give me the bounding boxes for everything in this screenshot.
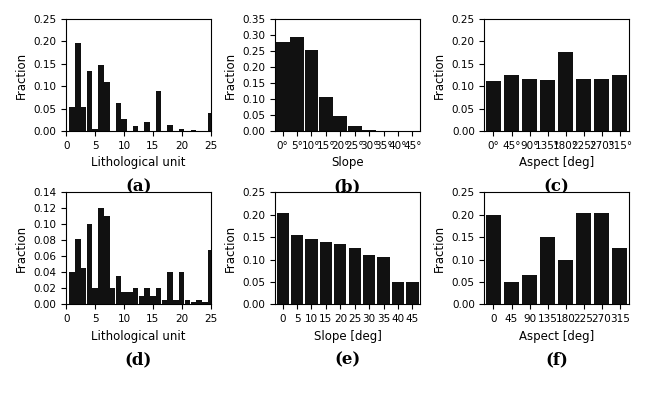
X-axis label: Lithological unit: Lithological unit (91, 330, 186, 343)
Bar (185, 300, 190, 304)
Bar (504, 282, 519, 304)
Bar (104, 216, 109, 304)
Bar (486, 215, 501, 304)
Bar (363, 255, 375, 304)
Text: (d): (d) (125, 352, 152, 368)
Bar (276, 42, 289, 131)
X-axis label: Slope [deg]: Slope [deg] (314, 330, 382, 343)
Bar (168, 125, 173, 131)
Bar (349, 249, 361, 304)
Bar (127, 292, 133, 304)
Bar (144, 122, 150, 131)
Bar (156, 288, 161, 304)
Bar (87, 71, 93, 131)
Bar (196, 300, 202, 304)
Bar (348, 126, 362, 131)
Bar (320, 242, 332, 304)
Text: (c): (c) (543, 178, 569, 195)
Bar (377, 257, 389, 304)
Bar (208, 113, 214, 131)
Bar (173, 300, 179, 304)
Bar (504, 75, 519, 131)
Bar (305, 239, 318, 304)
Bar (75, 239, 81, 304)
Text: (e): (e) (334, 352, 360, 368)
Text: (f): (f) (545, 352, 568, 368)
Bar (558, 260, 573, 304)
Bar (81, 269, 87, 304)
Bar (406, 282, 419, 304)
Bar (98, 65, 104, 131)
Bar (486, 81, 501, 131)
Bar (122, 292, 127, 304)
Bar (576, 213, 591, 304)
Bar (150, 296, 156, 304)
Bar (558, 52, 573, 131)
Bar (576, 79, 591, 131)
Text: (a): (a) (126, 178, 152, 195)
Bar (333, 116, 347, 131)
Bar (168, 273, 173, 304)
Bar (87, 224, 93, 304)
Bar (144, 288, 150, 304)
Bar (162, 300, 167, 304)
Bar (208, 250, 214, 304)
Bar (202, 302, 208, 304)
Bar (392, 282, 404, 304)
Text: (b): (b) (334, 178, 361, 195)
Bar (362, 130, 376, 131)
Bar (98, 208, 104, 304)
Y-axis label: Fraction: Fraction (15, 51, 28, 99)
Bar (69, 273, 75, 304)
Bar (522, 275, 537, 304)
Y-axis label: Fraction: Fraction (433, 51, 446, 99)
Bar (133, 288, 138, 304)
Bar (522, 79, 537, 131)
Bar (612, 75, 628, 131)
Bar (612, 249, 628, 304)
Y-axis label: Fraction: Fraction (224, 51, 237, 99)
Bar (138, 296, 144, 304)
Bar (594, 213, 609, 304)
Bar (156, 91, 161, 131)
Bar (540, 237, 555, 304)
Bar (179, 128, 184, 131)
Bar (276, 213, 289, 304)
Bar (110, 288, 115, 304)
Bar (179, 273, 184, 304)
Bar (319, 97, 333, 131)
Bar (81, 107, 87, 131)
X-axis label: Aspect [deg]: Aspect [deg] (519, 156, 594, 169)
Bar (190, 130, 196, 131)
X-axis label: Aspect [deg]: Aspect [deg] (519, 330, 594, 343)
Bar (104, 82, 109, 131)
Bar (116, 277, 121, 304)
Bar (69, 107, 75, 131)
Bar (116, 103, 121, 131)
Bar (75, 43, 81, 131)
Bar (93, 288, 98, 304)
Bar (594, 79, 609, 131)
Bar (190, 302, 196, 304)
Bar (291, 37, 304, 131)
Y-axis label: Fraction: Fraction (224, 225, 237, 272)
Bar (291, 235, 303, 304)
X-axis label: Slope: Slope (331, 156, 364, 169)
Bar (334, 244, 346, 304)
Bar (122, 119, 127, 131)
Bar (540, 80, 555, 131)
Y-axis label: Fraction: Fraction (433, 225, 446, 272)
Bar (133, 126, 138, 131)
X-axis label: Lithological unit: Lithological unit (91, 156, 186, 169)
Bar (93, 128, 98, 131)
Y-axis label: Fraction: Fraction (15, 225, 28, 272)
Bar (305, 50, 318, 131)
